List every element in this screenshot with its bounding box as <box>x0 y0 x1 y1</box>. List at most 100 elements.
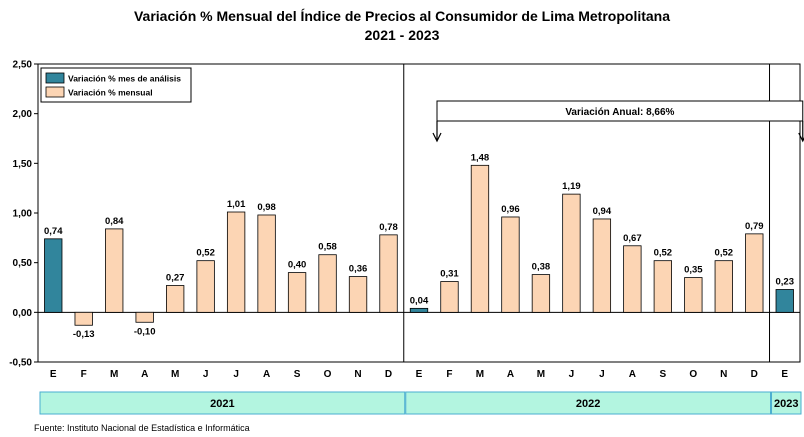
x-tick-label: S <box>294 369 301 380</box>
legend-label: Variación % mes de análisis <box>68 74 181 84</box>
data-label: 0,23 <box>776 276 795 287</box>
year-label: 2021 <box>210 398 234 410</box>
bar <box>714 260 733 313</box>
data-label: 0,40 <box>288 260 307 271</box>
x-tick-label: F <box>81 369 87 380</box>
x-tick-label: M <box>171 369 179 380</box>
y-tick-label: 0,00 <box>13 308 33 319</box>
bar <box>348 276 368 313</box>
legend-label: Variación % mensual <box>68 88 153 98</box>
legend-box <box>40 67 192 103</box>
y-tick-label: 1,00 <box>13 209 33 220</box>
y-tick-label: 1,50 <box>13 159 33 170</box>
data-label: 0,04 <box>410 295 429 306</box>
x-tick-label: J <box>233 369 239 380</box>
bar <box>257 214 276 313</box>
x-tick-label: E <box>416 369 423 380</box>
x-tick-label: A <box>263 369 270 380</box>
bar-highlight <box>775 289 794 313</box>
x-tick-label: S <box>660 369 667 380</box>
x-tick-label: D <box>751 369 758 380</box>
x-tick-label: J <box>599 369 605 380</box>
year-band <box>405 391 772 415</box>
x-tick-label: O <box>689 369 697 380</box>
x-tick-label: E <box>50 369 57 380</box>
data-label: 0,58 <box>318 242 337 253</box>
data-label: 0,52 <box>654 248 673 259</box>
y-tick-label: 2,00 <box>13 109 33 120</box>
x-tick-label: J <box>203 369 209 380</box>
data-label: 0,52 <box>715 248 734 259</box>
source-note: Fuente: Instituto Nacional de Estadístic… <box>34 423 250 433</box>
bar <box>745 233 764 313</box>
bar <box>318 254 337 313</box>
x-tick-label: F <box>446 369 452 380</box>
legend-swatch <box>45 72 65 84</box>
annotation-arrowhead <box>798 132 804 143</box>
x-tick-label: A <box>141 369 148 380</box>
year-label: 2023 <box>774 398 798 410</box>
legend-swatch <box>45 86 65 98</box>
bar <box>684 277 703 313</box>
bar <box>287 272 307 313</box>
data-label: -0,13 <box>73 329 95 340</box>
data-label: 0,79 <box>745 221 764 232</box>
bar <box>470 164 490 313</box>
y-tick-label: 0,50 <box>13 258 33 269</box>
data-label: 0,74 <box>44 226 63 237</box>
bar <box>440 281 459 313</box>
y-tick-label: -0,50 <box>9 358 32 369</box>
data-label: 0,38 <box>532 262 551 273</box>
x-tick-label: M <box>537 369 545 380</box>
annotation-box <box>436 100 804 122</box>
x-tick-label: D <box>385 369 392 380</box>
bar <box>105 228 124 313</box>
data-label: 1,19 <box>562 181 581 192</box>
x-tick-label: N <box>720 369 727 380</box>
chart-title: Variación % Mensual del Índice de Precio… <box>134 8 670 24</box>
x-tick-label: M <box>110 369 118 380</box>
data-label: 0,52 <box>196 248 215 259</box>
data-label: 0,98 <box>257 202 276 213</box>
bar <box>501 216 520 313</box>
data-label: 0,78 <box>379 222 398 233</box>
bar <box>135 311 154 323</box>
bar-highlight <box>409 307 429 313</box>
bar <box>379 234 398 313</box>
annotation-label: Variación Anual: 8,66% <box>565 107 674 118</box>
x-tick-label: M <box>476 369 484 380</box>
data-label: 1,01 <box>227 199 246 210</box>
x-tick-label: A <box>629 369 636 380</box>
x-tick-label: E <box>781 369 788 380</box>
data-label: 0,27 <box>166 273 185 284</box>
data-label: 0,36 <box>349 264 368 275</box>
data-label: -0,10 <box>134 326 156 337</box>
y-tick-label: 2,50 <box>13 60 33 71</box>
data-label: 0,67 <box>623 233 642 244</box>
x-tick-label: J <box>569 369 575 380</box>
x-tick-label: A <box>507 369 514 380</box>
bar <box>74 311 93 326</box>
data-label: 1,48 <box>471 152 490 163</box>
bar <box>592 218 612 313</box>
annotation-arrowhead <box>432 132 442 143</box>
bar <box>196 260 215 313</box>
data-label: 0,35 <box>684 265 703 276</box>
data-label: 0,96 <box>501 204 520 215</box>
x-tick-label: O <box>324 369 332 380</box>
year-band <box>771 391 802 415</box>
chart-subtitle: 2021 - 2023 <box>365 27 440 43</box>
bar <box>623 245 642 313</box>
x-tick-label: N <box>354 369 361 380</box>
data-label: 0,94 <box>593 206 612 217</box>
data-label: 0,84 <box>105 216 124 227</box>
bar-highlight <box>44 238 63 313</box>
bar <box>531 274 551 313</box>
year-band <box>39 391 406 415</box>
bar <box>226 211 246 313</box>
bar <box>653 260 672 313</box>
data-label: 0,31 <box>440 269 459 280</box>
bar <box>166 285 185 313</box>
bar <box>562 193 581 313</box>
